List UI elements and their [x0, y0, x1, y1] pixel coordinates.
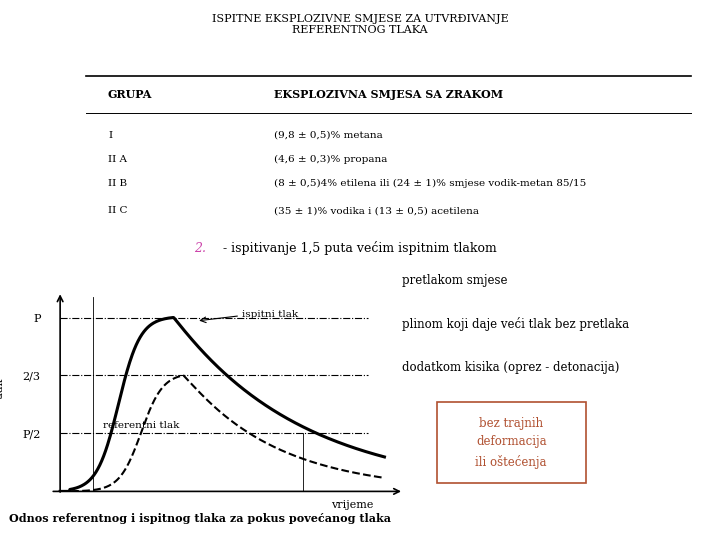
Text: GRUPA: GRUPA: [108, 89, 153, 100]
Text: bez trajnih
deformacija
ili oštećenja: bez trajnih deformacija ili oštećenja: [475, 416, 547, 469]
Text: dodatkom kisika (oprez - detonacija): dodatkom kisika (oprez - detonacija): [402, 361, 620, 374]
Text: ispitni tlak: ispitni tlak: [242, 309, 298, 319]
Text: (35 ± 1)% vodika i (13 ± 0,5) acetilena: (35 ± 1)% vodika i (13 ± 0,5) acetilena: [274, 206, 479, 215]
Text: (8 ± 0,5)4% etilena ili (24 ± 1)% smjese vodik-metan 85/15: (8 ± 0,5)4% etilena ili (24 ± 1)% smjese…: [274, 179, 586, 188]
Text: plinom koji daje veći tlak bez pretlaka: plinom koji daje veći tlak bez pretlaka: [402, 317, 629, 331]
Text: (9,8 ± 0,5)% metana: (9,8 ± 0,5)% metana: [274, 131, 382, 139]
Text: tlak: tlak: [0, 378, 5, 400]
Text: II A: II A: [108, 155, 127, 164]
Text: II B: II B: [108, 179, 127, 188]
Text: referentni tlak: referentni tlak: [103, 421, 179, 430]
Text: I: I: [108, 131, 112, 139]
Text: - ispitivanje 1,5 puta većim ispitnim tlakom: - ispitivanje 1,5 puta većim ispitnim tl…: [223, 241, 497, 255]
Text: Odnos referentnog i ispitnog tlaka za pokus povećanog tlaka: Odnos referentnog i ispitnog tlaka za po…: [9, 513, 391, 524]
Text: EKSPLOZIVNA SMJESA SA ZRAKOM: EKSPLOZIVNA SMJESA SA ZRAKOM: [274, 89, 503, 100]
Text: ISPITNE EKSPLOZIVNE SMJESE ZA UTVRĐIVANJE
REFERENTNOG TLAKA: ISPITNE EKSPLOZIVNE SMJESE ZA UTVRĐIVANJ…: [212, 14, 508, 35]
Text: (4,6 ± 0,3)% propana: (4,6 ± 0,3)% propana: [274, 155, 387, 164]
Text: 2.: 2.: [194, 242, 207, 255]
Text: II C: II C: [108, 206, 127, 215]
FancyBboxPatch shape: [437, 402, 585, 483]
Text: vrijeme: vrijeme: [330, 500, 373, 510]
Text: pretlakom smjese: pretlakom smjese: [402, 274, 508, 287]
